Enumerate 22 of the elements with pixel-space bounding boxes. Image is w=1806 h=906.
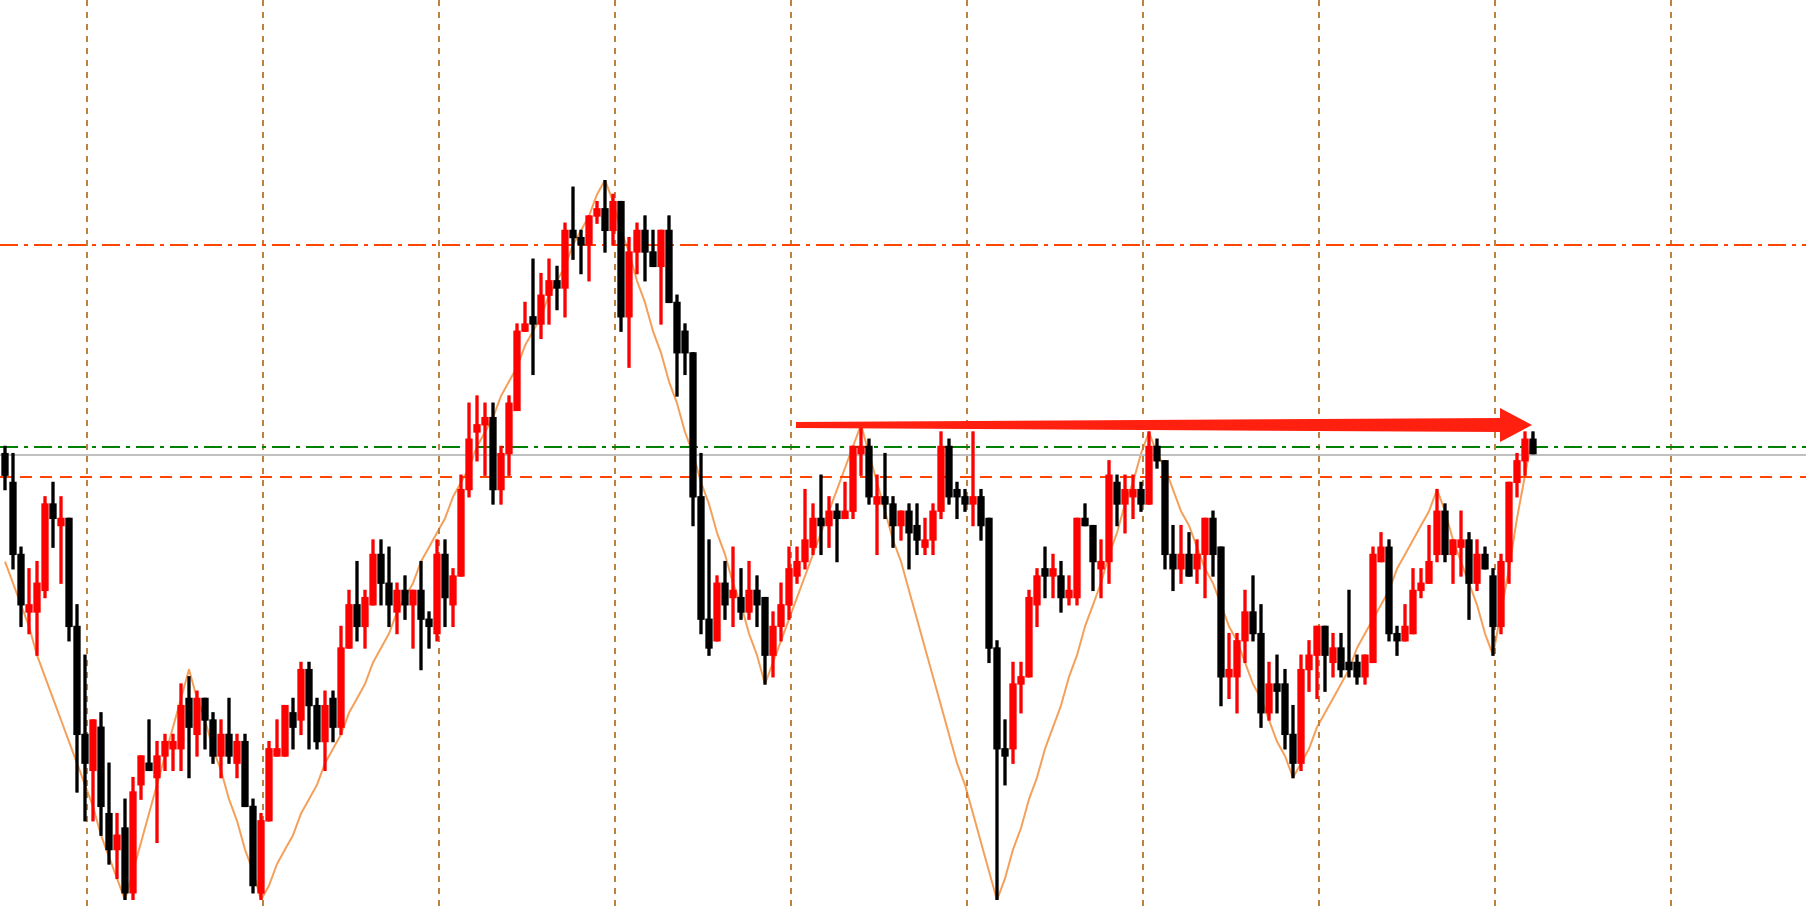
- candlestick: [1345, 589, 1353, 678]
- candlestick: [529, 258, 537, 376]
- candlestick: [969, 431, 977, 527]
- candlestick: [729, 546, 737, 628]
- candlestick: [553, 265, 561, 311]
- candlestick: [113, 812, 121, 880]
- candlestick: [833, 503, 841, 563]
- candlestick: [1457, 510, 1465, 577]
- candlestick: [409, 589, 417, 649]
- candlestick: [873, 474, 881, 556]
- candlestick: [817, 474, 825, 556]
- candlestick: [1225, 632, 1233, 700]
- candlestick: [481, 402, 489, 476]
- candlestick: [49, 481, 57, 548]
- candlestick: [153, 740, 161, 844]
- candlestick: [1129, 474, 1137, 520]
- candlestick: [1049, 553, 1057, 599]
- candlestick: [145, 719, 153, 772]
- candlestick: [1177, 524, 1185, 584]
- candlestick: [1041, 546, 1049, 599]
- candlestick: [57, 496, 65, 584]
- candlestick: [25, 568, 33, 635]
